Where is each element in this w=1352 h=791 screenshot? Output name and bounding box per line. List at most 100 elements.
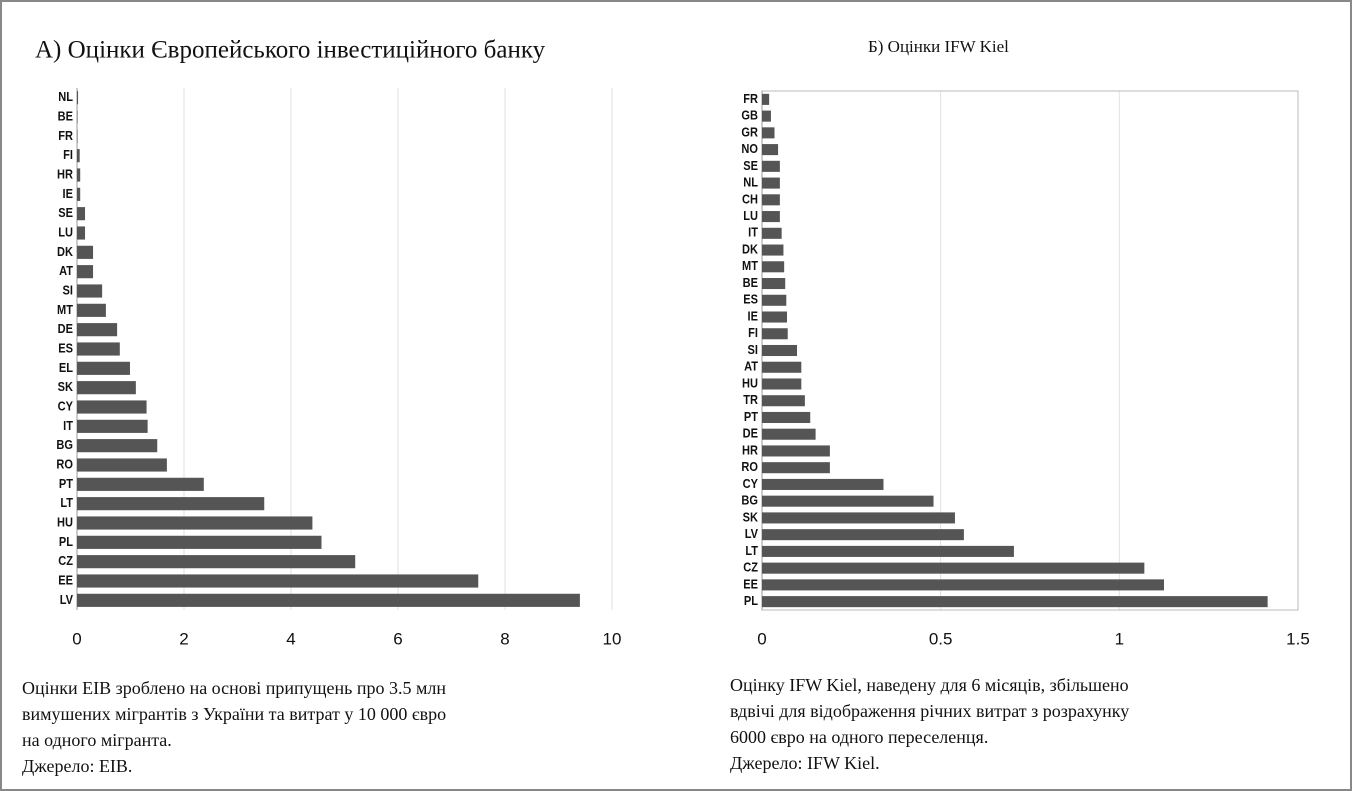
- y-tick-label: EE: [743, 576, 758, 591]
- bar: [762, 344, 798, 357]
- bar: [77, 284, 103, 298]
- y-tick-label: PL: [744, 593, 758, 608]
- bar: [762, 110, 771, 122]
- y-tick-label: CH: [742, 191, 758, 206]
- bar: [762, 177, 780, 189]
- chart-title: А) Оцінки Європейського інвестиційного б…: [35, 37, 546, 64]
- y-tick-label: TR: [743, 392, 758, 407]
- bar: [77, 323, 118, 337]
- y-tick-label: BG: [741, 493, 758, 508]
- bar: [77, 342, 120, 356]
- bar: [762, 194, 780, 206]
- y-tick-label: CY: [743, 476, 758, 491]
- x-tick-label: 6: [393, 629, 402, 648]
- y-tick-label: ES: [743, 292, 758, 307]
- y-tick-label: IE: [63, 186, 73, 201]
- bar: [762, 411, 811, 423]
- bar: [762, 395, 805, 407]
- y-tick-label: SE: [58, 205, 73, 220]
- bar: [77, 265, 94, 279]
- y-tick-label: DE: [58, 321, 73, 336]
- bar: [762, 244, 784, 256]
- y-tick-label: FI: [748, 325, 758, 340]
- x-tick-label: 1.5: [1286, 629, 1310, 648]
- y-tick-label: CZ: [58, 553, 73, 568]
- bar: [77, 91, 79, 105]
- note-line: Оцінку IFW Kiel, наведену для 6 місяців,…: [730, 675, 1129, 695]
- y-tick-label: LV: [60, 592, 73, 607]
- bar: [762, 512, 955, 524]
- bar: [77, 477, 204, 491]
- x-tick-label: 2: [179, 629, 188, 648]
- bar: [762, 144, 779, 156]
- bar: [762, 261, 785, 273]
- bar: [762, 529, 964, 541]
- x-tick-label: 8: [500, 629, 509, 648]
- bar: [762, 445, 830, 457]
- y-tick-label: BG: [56, 437, 73, 452]
- bar: [77, 110, 78, 124]
- bar: [762, 93, 770, 105]
- bar: [77, 574, 479, 588]
- note-line: на одного мігранта.: [22, 730, 172, 750]
- y-tick-label: SI: [748, 342, 758, 357]
- bar: [77, 400, 147, 414]
- bar: [77, 187, 81, 201]
- note-line: Оцінки EIB зроблено на основі припущень …: [22, 678, 446, 698]
- bar: [77, 207, 86, 221]
- bar: [762, 227, 782, 239]
- y-tick-label: RO: [741, 459, 758, 474]
- note-line: Джерело: EIB.: [22, 756, 132, 776]
- bar: [762, 596, 1268, 608]
- x-tick-label: 0: [72, 629, 81, 648]
- y-tick-label: FR: [58, 128, 73, 143]
- y-tick-label: PT: [744, 409, 759, 424]
- bar: [77, 245, 94, 259]
- bar: [762, 294, 787, 306]
- y-tick-label: GR: [741, 124, 758, 139]
- y-tick-label: EE: [58, 573, 73, 588]
- y-tick-label: DE: [743, 426, 758, 441]
- bar: [762, 579, 1164, 591]
- bar: [762, 478, 884, 490]
- y-tick-label: LU: [58, 225, 73, 240]
- y-tick-label: SK: [58, 379, 74, 394]
- bar: [762, 211, 780, 223]
- y-tick-label: MT: [742, 258, 759, 273]
- y-tick-label: IT: [748, 225, 758, 240]
- y-tick-label: HR: [57, 167, 73, 182]
- y-tick-label: HU: [742, 376, 758, 391]
- y-tick-label: GB: [741, 108, 758, 123]
- y-tick-label: FI: [63, 147, 73, 162]
- bar: [762, 428, 816, 440]
- bar: [77, 381, 136, 395]
- y-tick-label: AT: [744, 359, 758, 374]
- y-tick-label: BE: [58, 109, 73, 124]
- bar: [762, 160, 780, 172]
- y-tick-label: IT: [63, 418, 73, 433]
- y-tick-label: AT: [59, 263, 73, 278]
- y-tick-label: HU: [57, 515, 73, 530]
- y-tick-label: PL: [59, 534, 73, 549]
- note-line: вдвічі для відображення річних витрат з …: [730, 701, 1129, 721]
- y-tick-label: SE: [743, 158, 758, 173]
- bar: [77, 361, 130, 375]
- y-tick-label: LV: [745, 526, 758, 541]
- y-tick-label: NO: [741, 141, 758, 156]
- bar: [762, 127, 775, 139]
- bar: [762, 311, 788, 323]
- y-tick-label: EL: [59, 360, 73, 375]
- chart-title: Б) Оцінки IFW Kiel: [868, 37, 1009, 56]
- x-tick-label: 1: [1115, 629, 1124, 648]
- bar: [77, 129, 78, 143]
- bar: [762, 562, 1145, 574]
- y-tick-label: MT: [57, 302, 74, 317]
- y-tick-label: HR: [742, 443, 758, 458]
- y-tick-label: SK: [743, 510, 759, 525]
- y-tick-label: BE: [743, 275, 758, 290]
- y-tick-label: FR: [743, 91, 758, 106]
- bar: [762, 378, 802, 390]
- y-tick-label: CZ: [743, 560, 758, 575]
